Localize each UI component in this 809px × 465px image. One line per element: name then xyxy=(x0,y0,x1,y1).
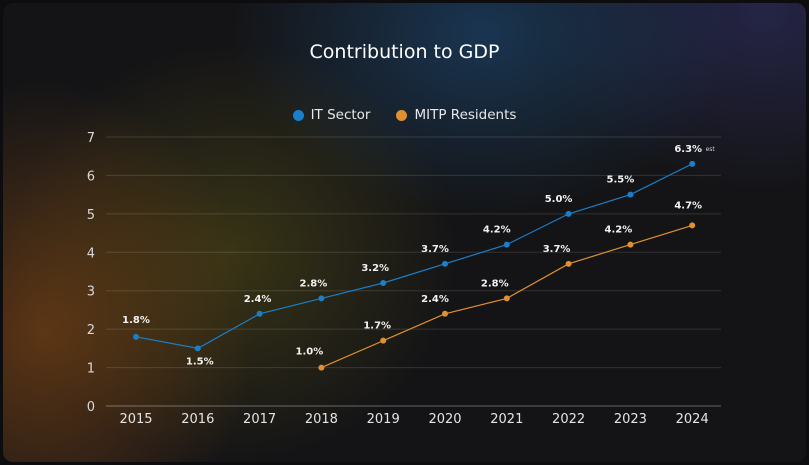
data-label: 1.7% xyxy=(363,321,391,332)
x-tick-label: 2015 xyxy=(119,412,152,427)
x-tick-label: 2017 xyxy=(243,412,276,427)
data-label: 5.0% xyxy=(545,194,573,205)
data-label: 2.8% xyxy=(481,278,509,289)
x-tick-label: 2023 xyxy=(614,412,647,427)
data-label: 4.7% xyxy=(674,200,702,211)
x-tick-label: 2021 xyxy=(490,412,523,427)
data-point xyxy=(689,222,696,229)
data-label: 2.4% xyxy=(244,294,272,305)
data-point xyxy=(689,160,696,167)
y-tick-label: 3 xyxy=(87,285,95,300)
data-label: 3.2% xyxy=(361,263,389,274)
legend-label-it-sector: IT Sector xyxy=(310,107,371,123)
data-point xyxy=(380,337,387,344)
x-tick-label: 2024 xyxy=(676,412,709,427)
legend-label-mitp-residents: MITP Residents xyxy=(414,107,517,123)
y-tick-label: 7 xyxy=(87,131,95,146)
data-point xyxy=(133,333,139,340)
chart-title: Contribution to GDP xyxy=(309,41,500,63)
data-label: 3.7% xyxy=(543,244,571,255)
data-label: 2.8% xyxy=(300,278,328,289)
x-tick-label: 2022 xyxy=(552,412,585,427)
data-point xyxy=(318,364,325,371)
data-label: 6.3% xyxy=(674,144,702,155)
data-point xyxy=(194,345,201,352)
legend-item-it-sector: IT Sector xyxy=(292,107,371,123)
legend-item-mitp-residents: MITP Residents xyxy=(396,107,516,123)
data-label: 3.7% xyxy=(421,244,449,255)
x-tick-label: 2020 xyxy=(428,412,461,427)
data-label: 1.0% xyxy=(296,347,324,358)
data-point xyxy=(442,260,448,267)
data-point xyxy=(503,241,510,248)
x-tick-label: 2018 xyxy=(305,412,338,427)
data-label: 2.4% xyxy=(421,294,449,305)
data-label: 1.8% xyxy=(122,315,150,326)
x-tick-label: 2016 xyxy=(181,412,214,427)
data-label: 4.2% xyxy=(605,225,633,236)
x-tick-label: 2019 xyxy=(367,412,400,427)
data-point xyxy=(627,241,634,248)
legend-marker-it-sector xyxy=(292,109,304,121)
y-tick-label: 2 xyxy=(87,323,95,338)
plot-area: 0 1 2 3 4 5 6 7 2015 2016 2017 2018 2019 2020 2021 2022… xyxy=(87,131,721,427)
data-point xyxy=(565,260,572,267)
data-point xyxy=(318,295,325,302)
chart-card: Contribution to GDP IT Sector MITP Resid… xyxy=(3,3,806,462)
data-point xyxy=(256,310,263,317)
data-point xyxy=(442,310,448,317)
data-point xyxy=(565,210,572,217)
y-tick-label: 6 xyxy=(87,169,95,184)
chart-legend: IT Sector MITP Residents xyxy=(3,107,806,123)
data-label: 4.2% xyxy=(483,225,511,236)
data-label: 5.5% xyxy=(607,175,635,186)
data-point xyxy=(503,295,510,302)
y-tick-label: 5 xyxy=(87,208,95,223)
y-tick-label: 0 xyxy=(87,400,95,415)
data-label-suffix: est xyxy=(706,146,716,153)
y-tick-label: 1 xyxy=(87,362,95,377)
series-line-it-sector xyxy=(135,163,693,350)
data-point xyxy=(627,191,634,198)
data-label: 1.5% xyxy=(186,356,214,367)
legend-marker-mitp-residents xyxy=(396,109,408,121)
data-point xyxy=(380,280,387,287)
y-tick-label: 4 xyxy=(87,246,95,261)
